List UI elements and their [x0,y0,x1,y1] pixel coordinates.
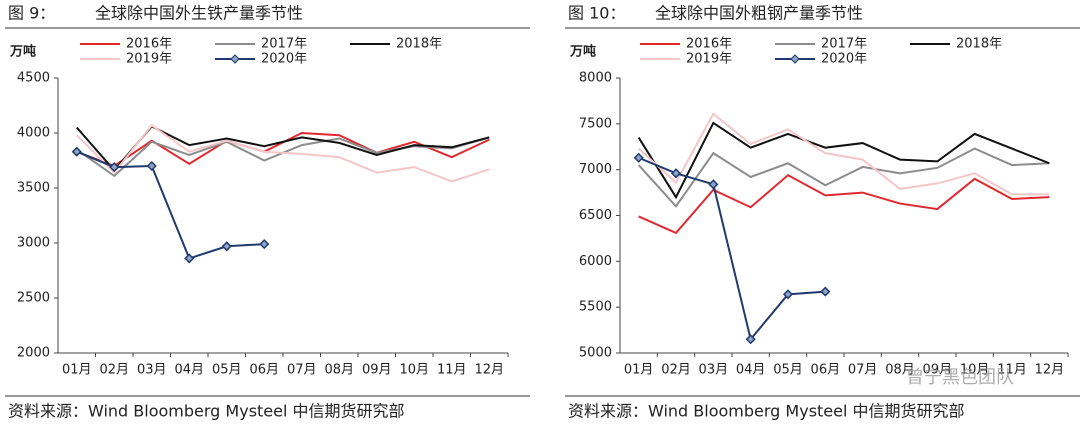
y-tick-label: 6000 [579,254,612,269]
x-tick-label: 09月 [923,363,953,378]
x-tick-label: 10月 [960,363,990,378]
series-line [76,123,490,183]
series-line [76,131,490,168]
x-tick-label: 05月 [212,363,242,378]
chart-title: 全球除中国外生铁产量季节性 [95,4,303,23]
x-tick-label: 02月 [661,363,691,378]
x-tick-label: 09月 [362,363,392,378]
unit-label: 万吨 [9,44,36,60]
figure-label: 图 9： [8,4,55,23]
x-tick-label: 08月 [885,363,915,378]
y-tick-label: 2000 [17,346,50,361]
chart-title: 全球除中国外粗钢产量季节性 [655,4,863,23]
x-tick-label: 11月 [997,363,1027,378]
y-tick-label: 3000 [17,236,50,251]
point-marker [71,146,82,157]
x-tick-label: 01月 [62,363,92,378]
x-tick-label: 07月 [287,363,317,378]
y-tick-label: 2500 [17,291,50,306]
point-marker [109,162,120,173]
figure-label: 图 10： [568,4,625,23]
x-tick-label: 12月 [1035,363,1065,378]
legend-label: 2017年 [261,37,307,52]
y-tick-label: 7000 [579,162,612,177]
point-marker [259,239,270,250]
legend-label: 2016年 [686,37,732,52]
legend-label: 2019年 [686,52,732,67]
x-tick-label: 11月 [437,363,467,378]
x-tick-label: 03月 [137,363,167,378]
y-tick-label: 7500 [579,116,612,131]
legend-marker [230,54,240,64]
point-marker [184,253,195,264]
x-tick-label: 02月 [99,363,129,378]
y-tick-label: 6500 [579,208,612,223]
x-tick-label: 01月 [624,363,654,378]
legend-marker [790,54,800,64]
y-tick-label: 4500 [17,71,50,86]
y-tick-label: 4000 [17,126,50,141]
series-line [638,173,1050,235]
x-tick-label: 04月 [174,363,204,378]
y-tick-label: 3500 [17,181,50,196]
series-line [637,147,1050,208]
x-tick-label: 05月 [773,363,803,378]
x-tick-label: 10月 [399,363,429,378]
y-tick-label: 8000 [579,71,612,86]
point-marker [708,179,719,190]
point-marker [670,168,682,179]
series-line [638,156,826,342]
unit-label: 万吨 [569,44,596,60]
series-line [76,150,265,260]
watermark: 曾宁黑色团队 [906,367,1014,388]
point-marker [221,241,232,252]
x-tick-label: 07月 [848,363,878,378]
x-tick-label: 04月 [736,363,766,378]
point-marker [782,289,794,300]
legend-label: 2016年 [126,37,172,52]
legend-label: 2020年 [821,52,867,67]
y-tick-label: 5000 [579,346,612,361]
legend-label: 2018年 [396,37,442,52]
x-tick-label: 03月 [699,363,729,378]
y-tick-label: 5500 [579,300,612,315]
point-marker [146,160,157,172]
legend-label: 2020年 [261,52,307,67]
x-tick-label: 12月 [474,363,504,378]
legend-label: 2017年 [821,37,867,52]
legend-label: 2019年 [126,52,172,67]
point-marker [633,152,644,163]
source: 资料来源：Wind Bloomberg Mysteel 中信期货研究部 [568,402,965,421]
legend-label: 2018年 [956,37,1002,52]
point-marker [745,334,756,345]
source: 资料来源：Wind Bloomberg Mysteel 中信期货研究部 [8,402,405,421]
x-tick-label: 08月 [324,363,354,378]
x-tick-label: 06月 [249,363,279,378]
x-tick-label: 06月 [811,363,841,378]
point-marker [820,286,831,297]
series-line [637,121,1050,200]
series-line [637,112,1050,196]
